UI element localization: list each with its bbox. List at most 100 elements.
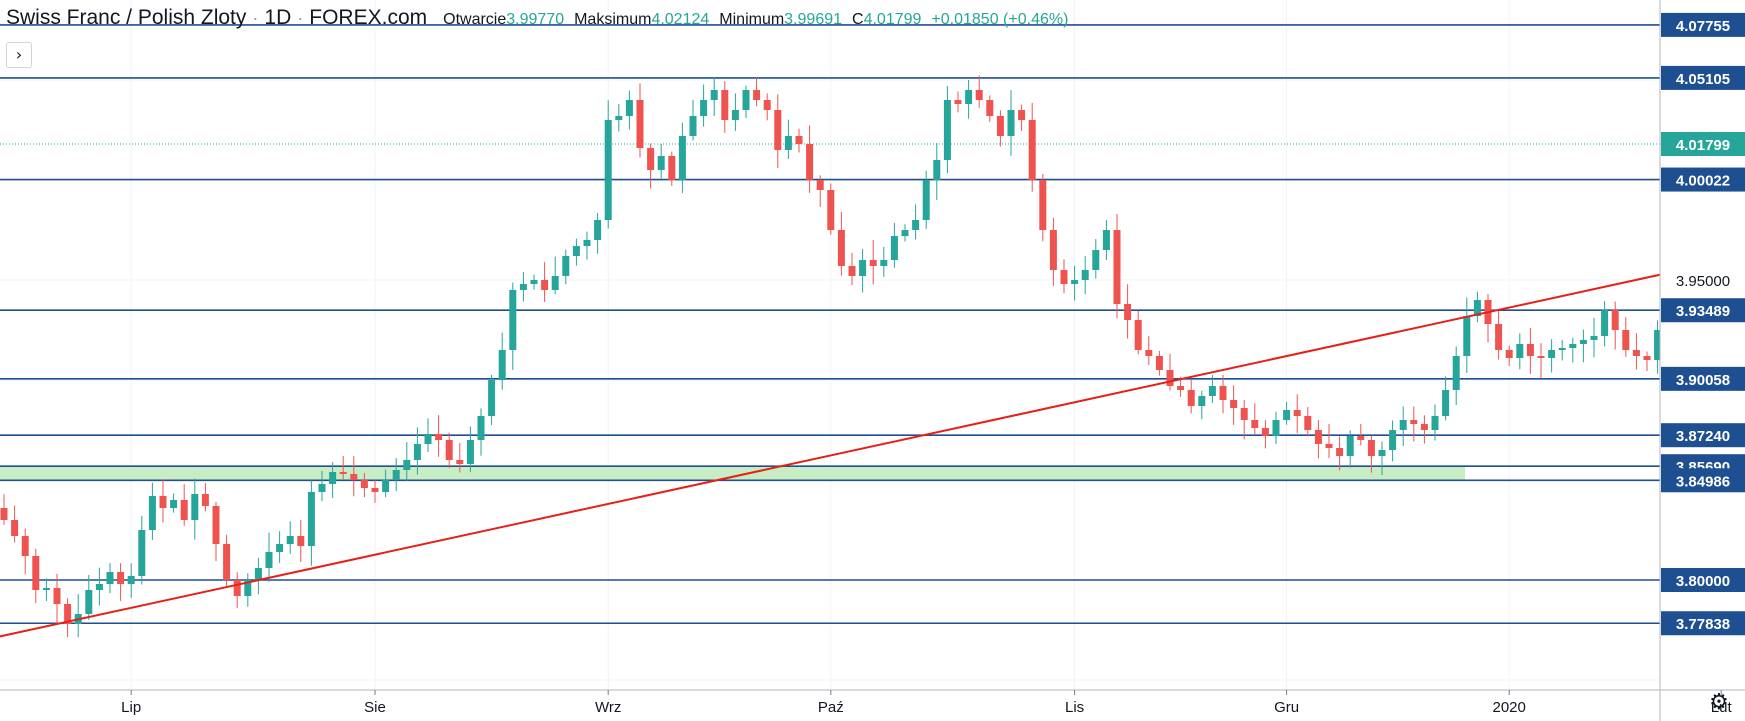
candle-body[interactable] (996, 116, 1004, 136)
candle-body[interactable] (360, 480, 368, 488)
candle-body[interactable] (1452, 356, 1460, 390)
candle-body[interactable] (657, 156, 665, 170)
candle-body[interactable] (594, 220, 602, 240)
candle-body[interactable] (1028, 120, 1036, 180)
candle-body[interactable] (1622, 330, 1630, 350)
candle-body[interactable] (700, 100, 708, 116)
level-price-label[interactable]: 3.84986 (1661, 468, 1745, 493)
candle-body[interactable] (223, 544, 231, 580)
candle-body[interactable] (763, 100, 771, 110)
candle-body[interactable] (127, 576, 135, 584)
candle-body[interactable] (1526, 344, 1534, 356)
candle-body[interactable] (148, 496, 156, 530)
candle-body[interactable] (837, 230, 845, 266)
candle-body[interactable] (350, 474, 358, 480)
candle-body[interactable] (1039, 180, 1047, 230)
candle-body[interactable] (297, 536, 305, 546)
candle-body[interactable] (1548, 350, 1556, 358)
candle-body[interactable] (1145, 350, 1153, 356)
candle-body[interactable] (572, 246, 580, 256)
candle-body[interactable] (477, 416, 485, 440)
candle-body[interactable] (965, 90, 973, 104)
candle-body[interactable] (551, 276, 559, 290)
candle-body[interactable] (625, 100, 633, 116)
candle-body[interactable] (254, 568, 262, 580)
candle-body[interactable] (191, 494, 199, 520)
candle-body[interactable] (1378, 450, 1386, 456)
candle-body[interactable] (1410, 420, 1418, 424)
candle-body[interactable] (848, 266, 856, 276)
candle-body[interactable] (1643, 356, 1651, 360)
candle-body[interactable] (689, 116, 697, 136)
candle-body[interactable] (1102, 230, 1110, 250)
candle-body[interactable] (922, 180, 930, 220)
candle-body[interactable] (912, 220, 920, 230)
candle-body[interactable] (42, 588, 50, 590)
candle-body[interactable] (1516, 344, 1524, 358)
candle-body[interactable] (890, 236, 898, 260)
candle-body[interactable] (1357, 436, 1365, 440)
candle-body[interactable] (636, 100, 644, 148)
candle-body[interactable] (1272, 420, 1280, 436)
level-price-label[interactable]: 4.05105 (1661, 65, 1745, 90)
candle-body[interactable] (1018, 110, 1026, 120)
candle-body[interactable] (1293, 410, 1301, 416)
candle-body[interactable] (1473, 300, 1481, 316)
candle-body[interactable] (859, 260, 867, 276)
candle-body[interactable] (869, 260, 877, 266)
candle-body[interactable] (774, 110, 782, 150)
candle-body[interactable] (1113, 230, 1121, 304)
candle-body[interactable] (170, 500, 178, 508)
candle-body[interactable] (1325, 444, 1333, 448)
gear-icon[interactable]: ⚙ (1709, 690, 1729, 715)
candle-body[interactable] (975, 90, 983, 100)
candle-body[interactable] (541, 280, 549, 290)
candle-body[interactable] (1399, 420, 1407, 430)
candle-body[interactable] (604, 120, 612, 220)
candle-body[interactable] (1177, 386, 1185, 390)
candle-body[interactable] (1124, 304, 1132, 320)
candle-body[interactable] (1134, 320, 1142, 350)
candle-body[interactable] (1166, 370, 1174, 386)
candle-body[interactable] (562, 256, 570, 276)
candle-body[interactable] (233, 580, 241, 596)
candle-body[interactable] (1569, 344, 1577, 348)
candle-body[interactable] (1590, 336, 1598, 340)
candle-body[interactable] (21, 536, 29, 556)
interval-label[interactable]: 1D (264, 6, 292, 29)
level-price-label[interactable]: 3.87240 (1661, 423, 1745, 448)
candle-body[interactable] (1155, 356, 1163, 370)
candle-body[interactable] (498, 350, 506, 380)
candle-body[interactable] (413, 444, 421, 460)
candle-body[interactable] (1060, 270, 1068, 284)
candle-body[interactable] (1389, 430, 1397, 450)
candle-body[interactable] (1007, 110, 1015, 136)
candle-body[interactable] (519, 284, 527, 290)
candle-body[interactable] (742, 90, 750, 110)
candle-body[interactable] (795, 136, 803, 144)
candle-body[interactable] (435, 434, 443, 440)
candle-body[interactable] (329, 472, 337, 484)
candle-body[interactable] (1367, 440, 1375, 456)
current-price-label[interactable]: 4.01799 (1661, 132, 1745, 157)
candle-body[interactable] (509, 290, 517, 350)
candle-body[interactable] (159, 496, 167, 508)
candle-body[interactable] (339, 472, 347, 474)
candle-body[interactable] (1198, 396, 1206, 406)
candle-body[interactable] (1336, 448, 1344, 456)
chevron-right-icon[interactable]: › (6, 42, 32, 68)
candle-body[interactable] (1251, 420, 1259, 428)
candle-body[interactable] (1537, 356, 1545, 358)
candle-body[interactable] (806, 144, 814, 180)
candle-body[interactable] (53, 588, 61, 604)
candle-body[interactable] (1092, 250, 1100, 270)
candle-body[interactable] (1240, 408, 1248, 420)
candle-body[interactable] (424, 434, 432, 444)
candle-body[interactable] (901, 230, 909, 236)
candle-body[interactable] (0, 508, 8, 520)
candle-body[interactable] (1431, 416, 1439, 430)
candle-body[interactable] (1505, 350, 1513, 358)
candle-body[interactable] (1187, 390, 1195, 406)
candle-body[interactable] (1632, 350, 1640, 356)
candle-body[interactable] (106, 572, 114, 584)
